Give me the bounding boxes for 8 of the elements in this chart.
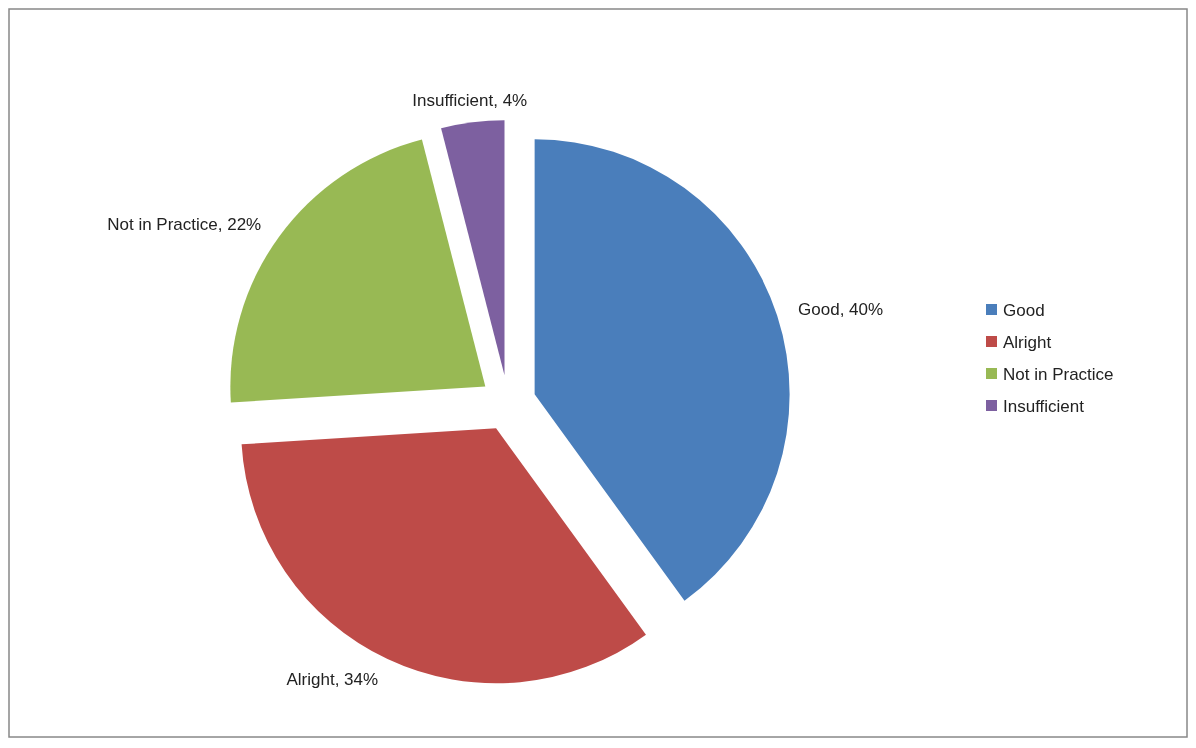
legend-label: Not in Practice: [1003, 364, 1114, 384]
data-label: Not in Practice, 22%: [107, 214, 262, 234]
legend-label: Good: [1003, 300, 1045, 320]
legend-label: Insufficient: [1003, 396, 1085, 416]
data-label: Alright, 34%: [286, 669, 379, 689]
legend-label: Alright: [1003, 332, 1052, 352]
data-label: Insufficient, 4%: [412, 91, 528, 111]
data-label: Good, 40%: [798, 299, 884, 319]
